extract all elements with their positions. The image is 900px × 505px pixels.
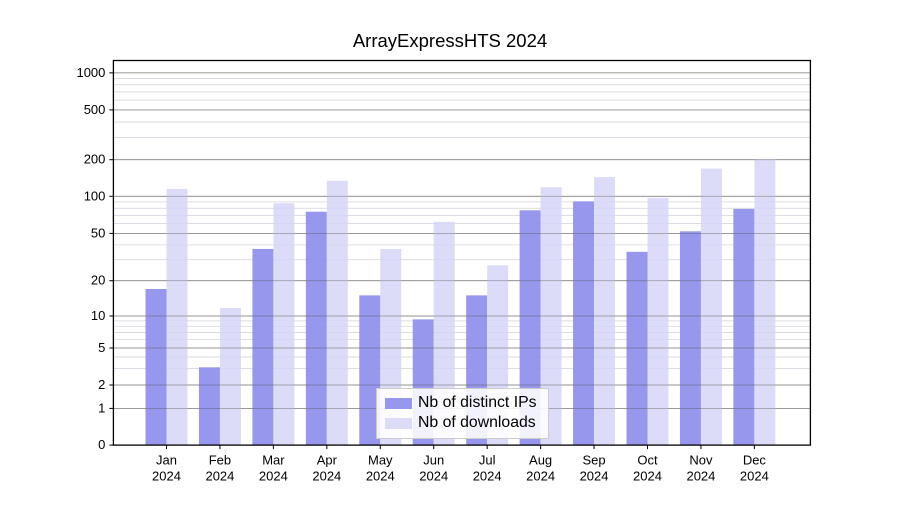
svg-text:Nov: Nov <box>689 453 713 468</box>
svg-text:Dec: Dec <box>743 453 767 468</box>
svg-text:2024: 2024 <box>419 469 448 484</box>
svg-text:Jul: Jul <box>479 453 496 468</box>
svg-text:2024: 2024 <box>366 469 395 484</box>
svg-text:20: 20 <box>91 273 105 288</box>
svg-text:1: 1 <box>98 400 105 415</box>
svg-text:0: 0 <box>98 437 105 452</box>
svg-text:2024: 2024 <box>633 469 662 484</box>
svg-text:50: 50 <box>91 225 105 240</box>
svg-text:May: May <box>368 453 393 468</box>
svg-text:Apr: Apr <box>317 453 338 468</box>
svg-text:1000: 1000 <box>76 65 105 80</box>
svg-text:Mar: Mar <box>262 453 285 468</box>
svg-text:2: 2 <box>98 377 105 392</box>
svg-text:2024: 2024 <box>473 469 502 484</box>
svg-text:2024: 2024 <box>312 469 341 484</box>
svg-text:10: 10 <box>91 308 105 323</box>
svg-text:Jan: Jan <box>156 453 177 468</box>
svg-text:Sep: Sep <box>582 453 605 468</box>
svg-text:2024: 2024 <box>580 469 609 484</box>
svg-text:Jun: Jun <box>423 453 444 468</box>
svg-text:2024: 2024 <box>740 469 769 484</box>
svg-text:200: 200 <box>84 152 106 167</box>
svg-text:2024: 2024 <box>526 469 555 484</box>
svg-text:Feb: Feb <box>209 453 231 468</box>
svg-text:500: 500 <box>84 102 106 117</box>
svg-text:5: 5 <box>98 340 105 355</box>
svg-text:Oct: Oct <box>637 453 658 468</box>
svg-text:2024: 2024 <box>152 469 181 484</box>
svg-text:100: 100 <box>84 188 106 203</box>
svg-text:2024: 2024 <box>686 469 715 484</box>
svg-text:2024: 2024 <box>205 469 234 484</box>
svg-text:Aug: Aug <box>529 453 552 468</box>
svg-text:2024: 2024 <box>259 469 288 484</box>
